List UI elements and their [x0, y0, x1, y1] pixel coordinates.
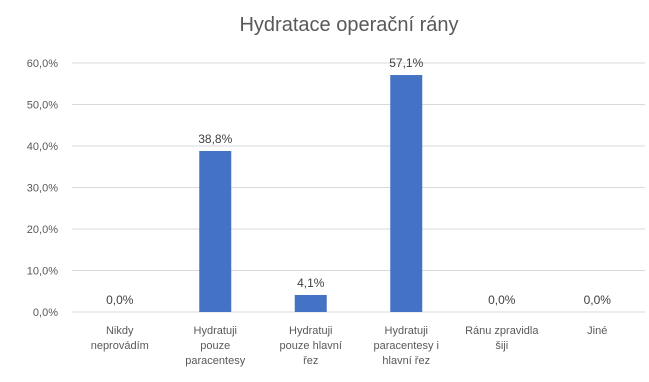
category-label: Hydratuji pouze hlavní řez — [280, 325, 342, 367]
category-label: Nikdy neprovádím — [91, 325, 149, 352]
category-label-line: šiji — [495, 340, 508, 352]
category-label-line: Hydratuji — [385, 325, 428, 337]
category-label: Jiné — [587, 325, 607, 337]
data-label: 0,0% — [584, 293, 612, 307]
y-tick-label: 60,0% — [27, 58, 58, 70]
category-label-line: Hydratuji — [289, 325, 332, 337]
y-tick-label: 40,0% — [27, 141, 58, 153]
data-label: 0,0% — [106, 293, 134, 307]
data-label: 38,8% — [198, 132, 232, 146]
y-tick-label: 10,0% — [27, 266, 58, 278]
data-labels: 0,0% 38,8% 4,1% 57,1% 0,0% 0,0% — [106, 56, 611, 307]
category-label-line: Jiné — [587, 325, 607, 337]
x-axis-categories: Nikdy neprovádím Hydratuji pouze paracentesy… — [91, 325, 608, 367]
category-label: Hydratuji pouze paracentesy — [185, 325, 245, 367]
category-label: Ránu zpravidla šiji — [465, 325, 539, 352]
y-tick-label: 30,0% — [27, 183, 58, 195]
category-label-line: hlavní řez — [382, 355, 430, 367]
chart-title: Hydratace operační rány — [239, 14, 458, 36]
category-label-line: Ránu zpravidla — [465, 325, 539, 337]
bars — [199, 75, 423, 312]
category-label-line: Hydratuji — [194, 325, 237, 337]
bar — [390, 75, 423, 312]
category-label-line: pouze — [200, 340, 230, 352]
data-label: 0,0% — [488, 293, 516, 307]
bar — [199, 150, 232, 312]
y-tick-label: 0,0% — [33, 307, 58, 319]
category-label-line: paracentesy i — [374, 340, 439, 352]
data-label: 4,1% — [297, 276, 325, 290]
data-label: 57,1% — [389, 56, 423, 70]
y-tick-label: 50,0% — [27, 100, 58, 112]
category-label: Hydratuji paracentesy i hlavní řez — [374, 325, 439, 367]
category-label-line: řez — [303, 355, 318, 367]
category-label-line: paracentesy — [185, 355, 245, 367]
bar — [294, 294, 327, 312]
y-axis-ticks: 0,0% 10,0% 20,0% 30,0% 40,0% 50,0% 60,0% — [27, 58, 58, 319]
category-label-line: neprovádím — [91, 340, 149, 352]
gridlines — [72, 62, 645, 313]
y-tick-label: 20,0% — [27, 224, 58, 236]
category-label-line: Nikdy — [106, 325, 134, 337]
category-label-line: pouze hlavní — [280, 340, 342, 352]
